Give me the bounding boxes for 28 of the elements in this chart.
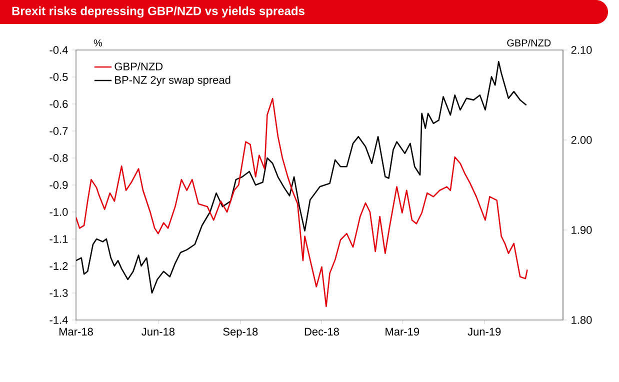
y-tick-label: -0.5 (50, 73, 68, 81)
y-tick-label: -0.8 (50, 154, 68, 162)
chart-title: Brexit risks depressing GBP/NZD vs yields spreads (12, 6, 304, 18)
y2-tick-label: 2.10 (571, 46, 592, 54)
y2-axis-title: GBP/NZD (507, 39, 551, 46)
x-tick-label: Jun-19 (468, 328, 501, 336)
legend-label: BP-NZ 2yr swap spread (115, 76, 230, 86)
y-tick-label: -0.4 (50, 46, 68, 54)
x-tick-label: Mar-19 (386, 328, 420, 336)
y-tick-label: -1.2 (50, 262, 68, 270)
y2-tick-label: 1.80 (572, 316, 592, 324)
y-tick-label: -1.0 (50, 208, 68, 216)
x-tick-label: Mar-18 (59, 328, 93, 336)
y-tick-label: -1.3 (50, 289, 68, 297)
legend-label: GBP/NZD (114, 62, 163, 70)
line-series (76, 98, 528, 308)
y-tick-label: -1.4 (50, 316, 68, 324)
line-series (76, 60, 528, 294)
y-axis-title: % (94, 39, 102, 46)
y-tick-label: -1.1 (50, 235, 68, 243)
y2-tick-label: 1.90 (572, 226, 592, 234)
y-tick-label: -0.7 (50, 127, 68, 135)
x-tick-label: Dec-18 (304, 328, 339, 336)
y-tick-label: -0.9 (50, 181, 68, 189)
y-tick-label: -0.6 (50, 100, 68, 108)
y2-tick-label: 2.00 (571, 136, 592, 144)
x-tick-label: Sep-18 (223, 328, 258, 338)
x-tick-label: Jun-18 (142, 328, 175, 336)
